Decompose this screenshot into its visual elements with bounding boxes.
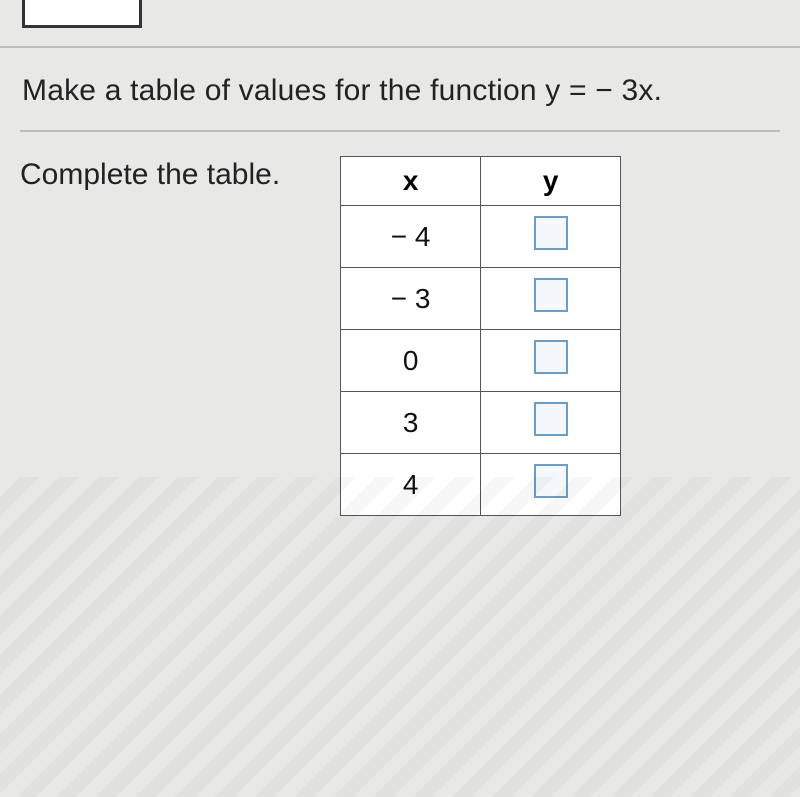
instruction-text: Complete the table. [20,158,280,192]
table-header-row: x y [341,157,621,206]
header-x: x [341,157,481,206]
answer-input[interactable] [534,278,568,312]
header-y: y [481,157,621,206]
cell-x: 0 [341,330,481,392]
answer-input[interactable] [534,402,568,436]
divider-mid [20,130,780,132]
values-table: x y − 4 − 3 [340,156,621,516]
cell-x: − 4 [341,206,481,268]
answer-input[interactable] [534,340,568,374]
cell-x: 3 [341,392,481,454]
content-area: Make a table of values for the function … [20,60,780,516]
cropped-ui-fragment [22,0,142,28]
question-prompt: Make a table of values for the function … [22,74,780,108]
worksheet-row: Complete the table. x y − 4 [20,156,780,516]
divider-top [0,46,800,48]
cell-x: 4 [341,454,481,516]
cell-x: − 3 [341,268,481,330]
values-table-wrap: x y − 4 − 3 [340,156,621,516]
cell-y [481,206,621,268]
cell-y [481,454,621,516]
cell-y [481,268,621,330]
table-row: 4 [341,454,621,516]
answer-input[interactable] [534,216,568,250]
cell-y [481,330,621,392]
table-row: − 4 [341,206,621,268]
table-row: 0 [341,330,621,392]
table-row: − 3 [341,268,621,330]
screen-texture [0,477,800,797]
cell-y [481,392,621,454]
answer-input[interactable] [534,464,568,498]
table-row: 3 [341,392,621,454]
